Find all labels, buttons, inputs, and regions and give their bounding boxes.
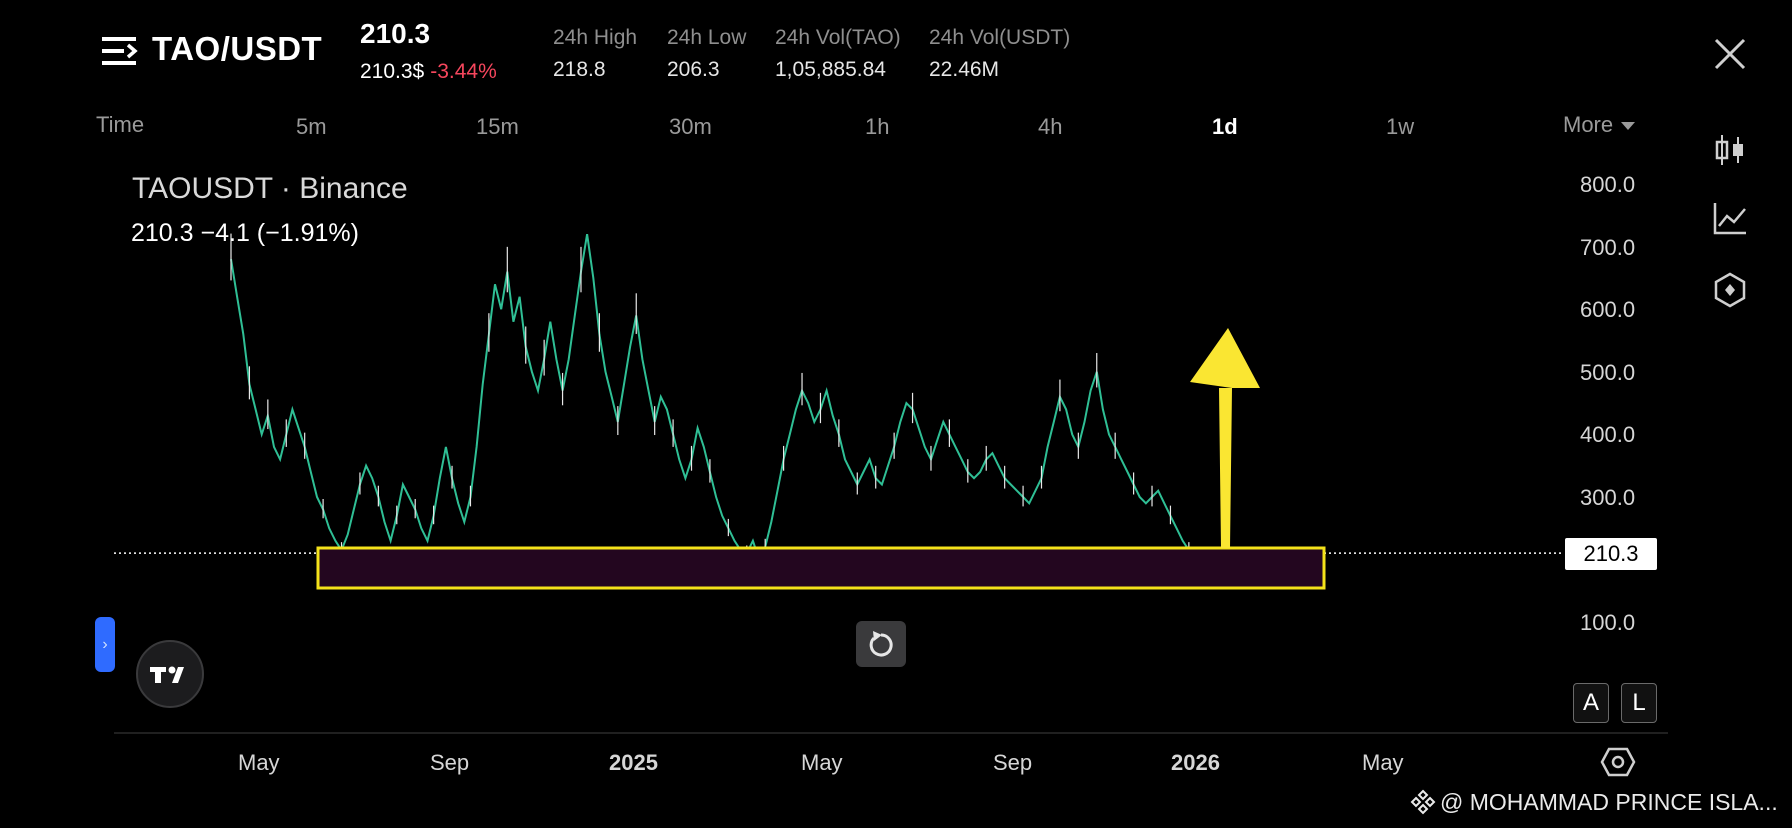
tab-1w[interactable]: 1w (1386, 114, 1415, 139)
tab-4h[interactable]: 4h (1038, 114, 1063, 139)
close-icon[interactable] (1710, 34, 1750, 74)
more-label: More (1563, 112, 1614, 137)
auto-scale-button[interactable]: A (1573, 683, 1609, 723)
price-series (230, 233, 1196, 563)
log-scale-button[interactable]: L (1621, 683, 1657, 723)
last-price: 210.3 (360, 18, 431, 49)
drawer-toggle-tab[interactable]: › (95, 617, 115, 672)
y-tick-label: 500.0 (1580, 360, 1636, 385)
indicator-hexagon-icon[interactable] (1712, 272, 1748, 308)
x-tick-label: Sep (430, 750, 470, 775)
watermark-credit: @ MOHAMMAD PRINCE ISLA... (1410, 789, 1778, 816)
x-tick-label: May (1362, 750, 1404, 775)
chart-change-legend: 210.3 −4.1 (−1.91%) (131, 219, 359, 247)
stat-value-24h-high: 218.8 (553, 58, 606, 81)
tab-1d[interactable]: 1d (1212, 114, 1238, 139)
reset-chart-button[interactable] (856, 621, 906, 667)
tab-1h[interactable]: 1h (865, 114, 890, 139)
price-summary: 210.3$ -3.44% (360, 60, 497, 84)
y-tick-label: 700.0 (1580, 235, 1636, 260)
y-tick-label: 300.0 (1580, 485, 1636, 510)
tab-15m[interactable]: 15m (476, 114, 519, 139)
line-chart-icon[interactable] (1712, 200, 1748, 236)
binance-logo-icon (1410, 789, 1436, 815)
tab-time[interactable]: Time (96, 112, 145, 137)
last-price-usd: 210.3$ (360, 60, 425, 83)
tradingview-logo-icon (150, 666, 184, 683)
stat-value-24h-low: 206.3 (667, 58, 720, 81)
menu-icon[interactable] (100, 34, 140, 68)
caret-down-icon (1621, 122, 1636, 131)
settings-hexagon-icon[interactable] (1600, 744, 1636, 780)
trading-pair-title[interactable]: TAO/USDT (152, 30, 323, 67)
chart-symbol-legend: TAOUSDT · Binance (132, 172, 408, 205)
y-tick-label: 100.0 (1580, 610, 1636, 635)
x-tick-label: 2025 (609, 750, 658, 775)
stat-label-24h-vol-tao: 24h Vol(TAO) (775, 26, 901, 49)
price-series-line (230, 233, 1196, 563)
y-tick-label: 800.0 (1580, 172, 1636, 197)
x-tick-label: 2026 (1171, 750, 1220, 775)
x-tick-label: May (238, 750, 280, 775)
tab-30m[interactable]: 30m (669, 114, 712, 139)
current-price-tag: 210.3 (1565, 538, 1657, 570)
y-tick-label: 600.0 (1580, 297, 1636, 322)
y-tick-label: 400.0 (1580, 422, 1636, 447)
price-change-pct: -3.44% (430, 60, 497, 83)
stat-value-24h-vol-tao: 1,05,885.84 (775, 58, 886, 81)
x-tick-label: Sep (993, 750, 1033, 775)
support-zone-box (316, 546, 1326, 590)
stat-label-24h-low: 24h Low (667, 26, 747, 49)
stat-label-24h-high: 24h High (553, 26, 638, 49)
stat-value-24h-vol-usdt: 22.46M (929, 58, 1000, 81)
stat-label-24h-vol-usdt: 24h Vol(USDT) (929, 26, 1071, 49)
tradingview-logo-button[interactable] (136, 640, 204, 708)
refresh-icon (869, 631, 893, 657)
tab-5m[interactable]: 5m (296, 114, 327, 139)
up-arrow-annotation (1190, 328, 1260, 548)
x-tick-label: May (801, 750, 843, 775)
more-dropdown[interactable]: More (1563, 112, 1636, 138)
candlestick-icon[interactable] (1712, 132, 1748, 168)
watermark-text: @ MOHAMMAD PRINCE ISLA... (1440, 789, 1778, 815)
